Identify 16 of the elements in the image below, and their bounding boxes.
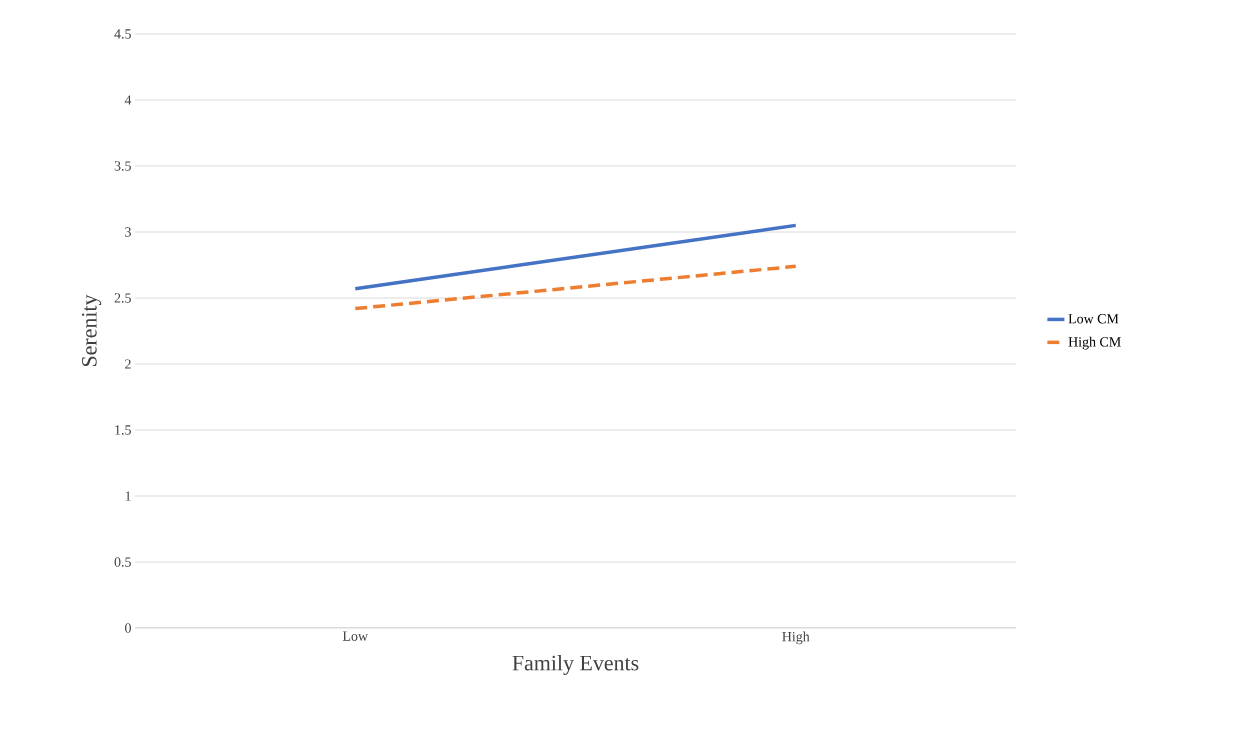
y-tick-label: 1 <box>125 491 131 501</box>
x-tick-label: High <box>782 631 810 645</box>
legend-label: High CM <box>1068 336 1121 350</box>
y-tick-label: 1.5 <box>115 425 131 435</box>
y-tick-label: 2 <box>125 359 131 369</box>
y-tick-label: 3.5 <box>114 161 131 171</box>
x-axis-title: Family Events <box>512 655 639 675</box>
y-tick-label: 2.5 <box>114 293 131 303</box>
legend-label: Low CM <box>1068 314 1119 324</box>
y-axis-title: Serenity <box>81 294 102 367</box>
y-tick-label: 0.5 <box>114 557 131 567</box>
y-tick-label: 3 <box>125 227 131 237</box>
y-tick-label: 4 <box>124 95 132 105</box>
x-tick-label: Low <box>342 631 368 641</box>
y-tick-label: 0 <box>125 623 131 633</box>
y-tick-label: 4.5 <box>114 29 131 39</box>
